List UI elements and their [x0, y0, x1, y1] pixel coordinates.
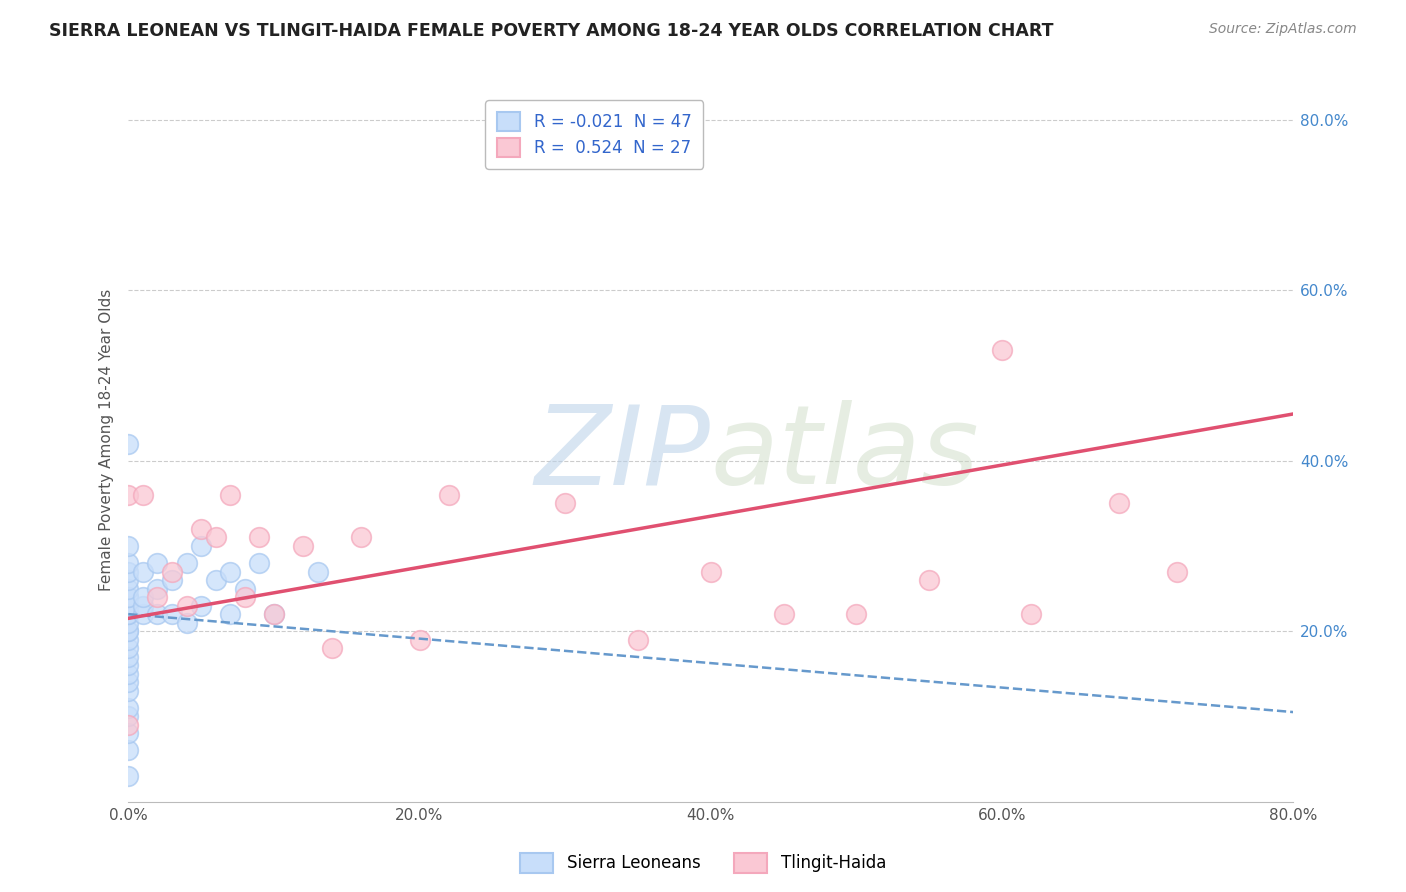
- Point: [437, 488, 460, 502]
- Point: [845, 607, 868, 621]
- Point: [146, 556, 169, 570]
- Point: [160, 573, 183, 587]
- Point: [132, 488, 155, 502]
- Point: [176, 599, 198, 613]
- Point: [117, 590, 139, 604]
- Point: [627, 632, 650, 647]
- Point: [132, 565, 155, 579]
- Point: [176, 615, 198, 630]
- Point: [117, 599, 139, 613]
- Point: [117, 709, 139, 723]
- Point: [554, 496, 576, 510]
- Point: [307, 565, 329, 579]
- Point: [700, 565, 723, 579]
- Point: [263, 607, 285, 621]
- Point: [117, 599, 139, 613]
- Point: [146, 582, 169, 596]
- Point: [991, 343, 1014, 357]
- Point: [117, 556, 139, 570]
- Text: Source: ZipAtlas.com: Source: ZipAtlas.com: [1209, 22, 1357, 37]
- Point: [233, 582, 256, 596]
- Point: [117, 718, 139, 732]
- Point: [117, 632, 139, 647]
- Point: [117, 624, 139, 639]
- Point: [1166, 565, 1188, 579]
- Point: [263, 607, 285, 621]
- Point: [117, 590, 139, 604]
- Point: [1019, 607, 1042, 621]
- Point: [247, 531, 270, 545]
- Point: [117, 582, 139, 596]
- Point: [117, 624, 139, 639]
- Point: [176, 556, 198, 570]
- Point: [117, 615, 139, 630]
- Point: [772, 607, 794, 621]
- Point: [233, 590, 256, 604]
- Point: [117, 565, 139, 579]
- Point: [190, 539, 212, 553]
- Point: [204, 531, 226, 545]
- Point: [219, 565, 242, 579]
- Point: [117, 607, 139, 621]
- Point: [117, 573, 139, 587]
- Point: [117, 666, 139, 681]
- Point: [146, 590, 169, 604]
- Point: [219, 488, 242, 502]
- Point: [350, 531, 373, 545]
- Point: [219, 607, 242, 621]
- Text: SIERRA LEONEAN VS TLINGIT-HAIDA FEMALE POVERTY AMONG 18-24 YEAR OLDS CORRELATION: SIERRA LEONEAN VS TLINGIT-HAIDA FEMALE P…: [49, 22, 1053, 40]
- Point: [117, 743, 139, 757]
- Point: [132, 599, 155, 613]
- Legend: Sierra Leoneans, Tlingit-Haida: Sierra Leoneans, Tlingit-Haida: [513, 847, 893, 880]
- Point: [117, 701, 139, 715]
- Point: [132, 607, 155, 621]
- Point: [117, 539, 139, 553]
- Point: [918, 573, 941, 587]
- Point: [292, 539, 315, 553]
- Y-axis label: Female Poverty Among 18-24 Year Olds: Female Poverty Among 18-24 Year Olds: [100, 288, 114, 591]
- Point: [1108, 496, 1130, 510]
- Text: atlas: atlas: [711, 401, 980, 508]
- Point: [117, 641, 139, 656]
- Point: [132, 590, 155, 604]
- Point: [117, 649, 139, 664]
- Point: [190, 599, 212, 613]
- Point: [117, 726, 139, 740]
- Point: [204, 573, 226, 587]
- Point: [146, 607, 169, 621]
- Point: [117, 436, 139, 450]
- Point: [117, 769, 139, 783]
- Point: [247, 556, 270, 570]
- Point: [117, 683, 139, 698]
- Legend: R = -0.021  N = 47, R =  0.524  N = 27: R = -0.021 N = 47, R = 0.524 N = 27: [485, 100, 703, 169]
- Point: [117, 488, 139, 502]
- Point: [160, 607, 183, 621]
- Point: [117, 607, 139, 621]
- Point: [160, 565, 183, 579]
- Text: ZIP: ZIP: [534, 401, 711, 508]
- Point: [190, 522, 212, 536]
- Point: [321, 641, 343, 656]
- Point: [117, 658, 139, 673]
- Point: [117, 675, 139, 690]
- Point: [408, 632, 430, 647]
